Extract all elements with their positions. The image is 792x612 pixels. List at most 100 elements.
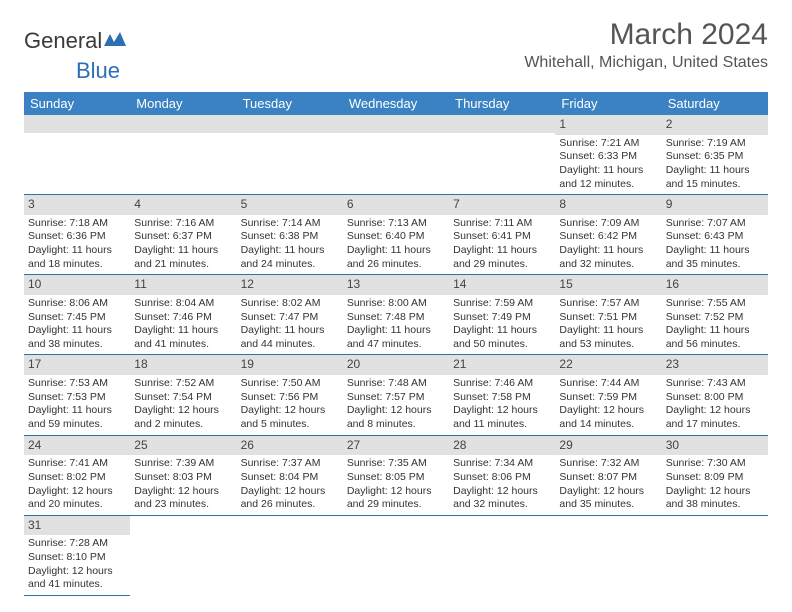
sunset-text: Sunset: 6:33 PM [559, 150, 657, 164]
sunrise-text: Sunrise: 7:37 AM [241, 457, 339, 471]
sunrise-text: Sunrise: 7:53 AM [28, 377, 126, 391]
sunset-text: Sunset: 6:40 PM [347, 230, 445, 244]
daylight-text: Daylight: 12 hours and 11 minutes. [453, 404, 551, 431]
day-details: Sunrise: 7:19 AMSunset: 6:35 PMDaylight:… [662, 135, 768, 195]
calendar-day-cell: 12Sunrise: 8:02 AMSunset: 7:47 PMDayligh… [237, 275, 343, 355]
weekday-header: Tuesday [237, 92, 343, 115]
calendar-day-cell [130, 115, 236, 195]
sunset-text: Sunset: 7:58 PM [453, 391, 551, 405]
logo: General [24, 28, 126, 54]
calendar-day-cell [237, 515, 343, 595]
day-details: Sunrise: 7:43 AMSunset: 8:00 PMDaylight:… [662, 375, 768, 435]
day-details: Sunrise: 7:52 AMSunset: 7:54 PMDaylight:… [130, 375, 236, 435]
calendar-day-cell: 25Sunrise: 7:39 AMSunset: 8:03 PMDayligh… [130, 435, 236, 515]
sunset-text: Sunset: 7:56 PM [241, 391, 339, 405]
sunrise-text: Sunrise: 7:11 AM [453, 217, 551, 231]
day-details: Sunrise: 7:16 AMSunset: 6:37 PMDaylight:… [130, 215, 236, 275]
day-number: 22 [555, 355, 661, 375]
calendar-day-cell [24, 115, 130, 195]
day-details: Sunrise: 7:28 AMSunset: 8:10 PMDaylight:… [24, 535, 130, 595]
sunrise-text: Sunrise: 7:59 AM [453, 297, 551, 311]
day-number: 18 [130, 355, 236, 375]
sunset-text: Sunset: 8:03 PM [134, 471, 232, 485]
day-number: 9 [662, 195, 768, 215]
day-number: 25 [130, 436, 236, 456]
calendar-day-cell [449, 515, 555, 595]
calendar-day-cell [555, 515, 661, 595]
daylight-text: Daylight: 11 hours and 53 minutes. [559, 324, 657, 351]
day-number: 12 [237, 275, 343, 295]
daylight-text: Daylight: 11 hours and 35 minutes. [666, 244, 764, 271]
daylight-text: Daylight: 12 hours and 5 minutes. [241, 404, 339, 431]
day-number: 29 [555, 436, 661, 456]
day-number: 11 [130, 275, 236, 295]
sunset-text: Sunset: 6:37 PM [134, 230, 232, 244]
sunrise-text: Sunrise: 8:06 AM [28, 297, 126, 311]
sunrise-text: Sunrise: 7:32 AM [559, 457, 657, 471]
day-number-empty [130, 115, 236, 133]
sunrise-text: Sunrise: 7:57 AM [559, 297, 657, 311]
sunset-text: Sunset: 6:35 PM [666, 150, 764, 164]
sunset-text: Sunset: 8:02 PM [28, 471, 126, 485]
day-number: 14 [449, 275, 555, 295]
sunrise-text: Sunrise: 7:52 AM [134, 377, 232, 391]
sunset-text: Sunset: 8:00 PM [666, 391, 764, 405]
day-details: Sunrise: 7:37 AMSunset: 8:04 PMDaylight:… [237, 455, 343, 515]
daylight-text: Daylight: 11 hours and 12 minutes. [559, 164, 657, 191]
calendar-day-cell: 14Sunrise: 7:59 AMSunset: 7:49 PMDayligh… [449, 275, 555, 355]
weekday-header: Thursday [449, 92, 555, 115]
daylight-text: Daylight: 12 hours and 2 minutes. [134, 404, 232, 431]
day-number: 20 [343, 355, 449, 375]
calendar-week-row: 31Sunrise: 7:28 AMSunset: 8:10 PMDayligh… [24, 515, 768, 595]
daylight-text: Daylight: 12 hours and 41 minutes. [28, 565, 126, 592]
sunrise-text: Sunrise: 8:04 AM [134, 297, 232, 311]
weekday-header: Monday [130, 92, 236, 115]
sunset-text: Sunset: 8:07 PM [559, 471, 657, 485]
day-details: Sunrise: 7:35 AMSunset: 8:05 PMDaylight:… [343, 455, 449, 515]
day-details: Sunrise: 7:41 AMSunset: 8:02 PMDaylight:… [24, 455, 130, 515]
sunrise-text: Sunrise: 7:13 AM [347, 217, 445, 231]
day-details: Sunrise: 7:07 AMSunset: 6:43 PMDaylight:… [662, 215, 768, 275]
day-number: 21 [449, 355, 555, 375]
sunrise-text: Sunrise: 7:34 AM [453, 457, 551, 471]
day-number: 5 [237, 195, 343, 215]
sunrise-text: Sunrise: 8:02 AM [241, 297, 339, 311]
daylight-text: Daylight: 11 hours and 47 minutes. [347, 324, 445, 351]
title-block: March 2024 Whitehall, Michigan, United S… [524, 18, 768, 72]
calendar-day-cell: 4Sunrise: 7:16 AMSunset: 6:37 PMDaylight… [130, 195, 236, 275]
sunrise-text: Sunrise: 7:16 AM [134, 217, 232, 231]
sunset-text: Sunset: 7:57 PM [347, 391, 445, 405]
calendar-day-cell: 16Sunrise: 7:55 AMSunset: 7:52 PMDayligh… [662, 275, 768, 355]
sunset-text: Sunset: 6:36 PM [28, 230, 126, 244]
sunrise-text: Sunrise: 7:07 AM [666, 217, 764, 231]
day-details: Sunrise: 7:11 AMSunset: 6:41 PMDaylight:… [449, 215, 555, 275]
day-details: Sunrise: 7:44 AMSunset: 7:59 PMDaylight:… [555, 375, 661, 435]
day-details: Sunrise: 7:39 AMSunset: 8:03 PMDaylight:… [130, 455, 236, 515]
sunset-text: Sunset: 7:47 PM [241, 311, 339, 325]
day-number: 27 [343, 436, 449, 456]
sunrise-text: Sunrise: 7:48 AM [347, 377, 445, 391]
day-number-empty [24, 115, 130, 133]
day-details: Sunrise: 7:32 AMSunset: 8:07 PMDaylight:… [555, 455, 661, 515]
day-number: 28 [449, 436, 555, 456]
calendar-day-cell: 5Sunrise: 7:14 AMSunset: 6:38 PMDaylight… [237, 195, 343, 275]
daylight-text: Daylight: 12 hours and 29 minutes. [347, 485, 445, 512]
day-number: 16 [662, 275, 768, 295]
calendar-day-cell: 24Sunrise: 7:41 AMSunset: 8:02 PMDayligh… [24, 435, 130, 515]
flag-icon [104, 28, 126, 54]
day-details: Sunrise: 8:02 AMSunset: 7:47 PMDaylight:… [237, 295, 343, 355]
calendar-day-cell: 26Sunrise: 7:37 AMSunset: 8:04 PMDayligh… [237, 435, 343, 515]
calendar-day-cell: 19Sunrise: 7:50 AMSunset: 7:56 PMDayligh… [237, 355, 343, 435]
location-text: Whitehall, Michigan, United States [524, 54, 768, 72]
day-number: 17 [24, 355, 130, 375]
daylight-text: Daylight: 11 hours and 26 minutes. [347, 244, 445, 271]
day-details: Sunrise: 8:06 AMSunset: 7:45 PMDaylight:… [24, 295, 130, 355]
day-number: 8 [555, 195, 661, 215]
daylight-text: Daylight: 11 hours and 44 minutes. [241, 324, 339, 351]
day-number-empty [237, 115, 343, 133]
sunrise-text: Sunrise: 7:55 AM [666, 297, 764, 311]
calendar-day-cell: 23Sunrise: 7:43 AMSunset: 8:00 PMDayligh… [662, 355, 768, 435]
day-number-empty [343, 115, 449, 133]
day-details: Sunrise: 7:34 AMSunset: 8:06 PMDaylight:… [449, 455, 555, 515]
calendar-day-cell: 29Sunrise: 7:32 AMSunset: 8:07 PMDayligh… [555, 435, 661, 515]
